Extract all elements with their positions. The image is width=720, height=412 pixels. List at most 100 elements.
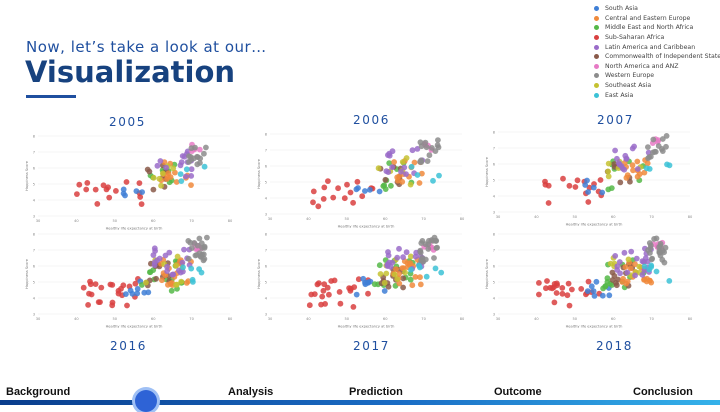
scatter-chart-2006: 3 4 5 6 7 8 30 40 50 60 70 80 Healthy life expectanc… xyxy=(256,130,466,230)
scatter-point xyxy=(408,266,414,273)
legend-item[interactable]: East Asia xyxy=(594,90,720,100)
scatter-point xyxy=(154,162,161,169)
scatter-point xyxy=(188,173,195,179)
legend-item[interactable]: North America and ANZ xyxy=(594,62,720,72)
scatter-point xyxy=(168,287,175,294)
y-tick-label: 6 xyxy=(493,265,496,269)
scatter-point xyxy=(645,155,651,162)
y-tick-label: 3 xyxy=(265,313,267,317)
scatter-point xyxy=(386,160,393,166)
x-tick-label: 40 xyxy=(74,317,79,321)
scatter-point xyxy=(151,262,158,268)
scatter-point xyxy=(188,265,195,272)
scatter-point xyxy=(359,193,366,200)
scatter-point xyxy=(403,249,410,256)
legend-item[interactable]: Latin America and Caribbean xyxy=(594,42,720,52)
scatter-point xyxy=(353,291,360,298)
scatter-point xyxy=(186,159,192,165)
legend-dot-icon xyxy=(594,35,599,41)
y-tick-label: 6 xyxy=(265,265,268,269)
scatter-point xyxy=(375,165,382,172)
scatter-point xyxy=(169,271,176,278)
scatter-point xyxy=(623,174,630,181)
slide-title: Visualization xyxy=(25,55,236,89)
scatter-point xyxy=(396,280,403,287)
scatter-point xyxy=(353,186,360,193)
scatter-point xyxy=(147,269,154,275)
y-tick-label: 6 xyxy=(265,165,268,169)
scatter-point xyxy=(376,188,383,195)
scatter-point xyxy=(545,200,552,206)
x-tick-label: 40 xyxy=(534,215,539,219)
y-tick-label: 5 xyxy=(265,181,267,185)
scatter-point xyxy=(180,268,186,275)
y-tick-label: 5 xyxy=(493,281,495,285)
legend-label: East Asia xyxy=(605,91,634,99)
scatter-point xyxy=(408,163,415,170)
scatter-point xyxy=(380,183,387,189)
scatter-point xyxy=(145,289,152,296)
scatter-point xyxy=(572,184,579,190)
scatter-point xyxy=(389,164,395,171)
scatter-point xyxy=(319,293,326,300)
scatter-point xyxy=(621,249,628,256)
scatter-point xyxy=(143,279,149,286)
scatter-point xyxy=(396,245,402,252)
legend-item[interactable]: Western Europe xyxy=(594,71,720,81)
scatter-point xyxy=(348,285,354,292)
scatter-point xyxy=(438,269,445,276)
legend-item[interactable]: Sub-Saharan Africa xyxy=(594,33,720,43)
scatter-point xyxy=(196,146,203,153)
scatter-point xyxy=(318,301,324,308)
scatter-point xyxy=(203,144,209,151)
scatter-point xyxy=(381,279,388,286)
scatter-point xyxy=(605,173,612,180)
x-axis-title: Healthy life expectancy at birth xyxy=(106,325,163,329)
scatter-point xyxy=(185,255,192,262)
scatter-point xyxy=(648,256,655,263)
scatter-point xyxy=(433,245,440,251)
legend-item[interactable]: Central and Eastern Europe xyxy=(594,14,720,24)
scatter-plot: 3 4 5 6 7 8 30 40 50 60 70 80 Healthy life expectanc… xyxy=(485,233,693,329)
scatter-point xyxy=(106,194,113,201)
nav-prediction[interactable]: Prediction xyxy=(349,386,403,398)
scatter-point xyxy=(417,249,424,256)
scatter-point xyxy=(394,254,401,261)
scatter-point xyxy=(310,188,317,195)
nav-conclusion[interactable]: Conclusion xyxy=(633,386,693,398)
legend-dot-icon xyxy=(594,83,599,89)
x-axis-title: Healthy life expectancy at birth xyxy=(338,325,395,329)
scatter-point xyxy=(156,175,163,182)
y-tick-label: 7 xyxy=(33,249,35,253)
scatter-point xyxy=(584,177,590,184)
nav-background[interactable]: Background xyxy=(6,386,71,398)
scatter-point xyxy=(201,256,208,262)
scatter-point xyxy=(201,163,208,170)
legend-dot-icon xyxy=(594,6,599,12)
scatter-point xyxy=(98,284,105,291)
y-tick-label: 8 xyxy=(33,233,36,237)
scatter-point xyxy=(412,274,419,280)
scatter-point xyxy=(578,286,585,292)
legend-item[interactable]: Commonwealth of Independent States xyxy=(594,52,720,62)
scatter-point xyxy=(190,279,196,285)
scatter-point xyxy=(394,276,401,282)
scatter-point xyxy=(200,251,207,258)
scatter-point xyxy=(608,185,615,191)
y-tick-label: 4 xyxy=(265,197,268,201)
scatter-plot: 3 4 5 6 7 8 30 40 50 60 70 80 Healthy life expectanc… xyxy=(485,131,693,227)
scatter-point xyxy=(76,181,83,188)
scatter-point xyxy=(188,145,195,152)
x-tick-label: 30 xyxy=(268,217,273,221)
legend-item[interactable]: Southeast Asia xyxy=(594,81,720,91)
scatter-point xyxy=(658,146,665,152)
nav-analysis[interactable]: Analysis xyxy=(228,386,274,398)
scatter-point xyxy=(644,160,651,167)
legend-dot-icon xyxy=(594,63,599,69)
y-tick-label: 3 xyxy=(33,313,35,317)
y-tick-label: 7 xyxy=(33,151,35,155)
legend-item[interactable]: South Asia xyxy=(594,4,720,14)
scatter-point xyxy=(80,284,87,291)
nav-outcome[interactable]: Outcome xyxy=(494,386,542,398)
legend-item[interactable]: Middle East and North Africa xyxy=(594,23,720,33)
